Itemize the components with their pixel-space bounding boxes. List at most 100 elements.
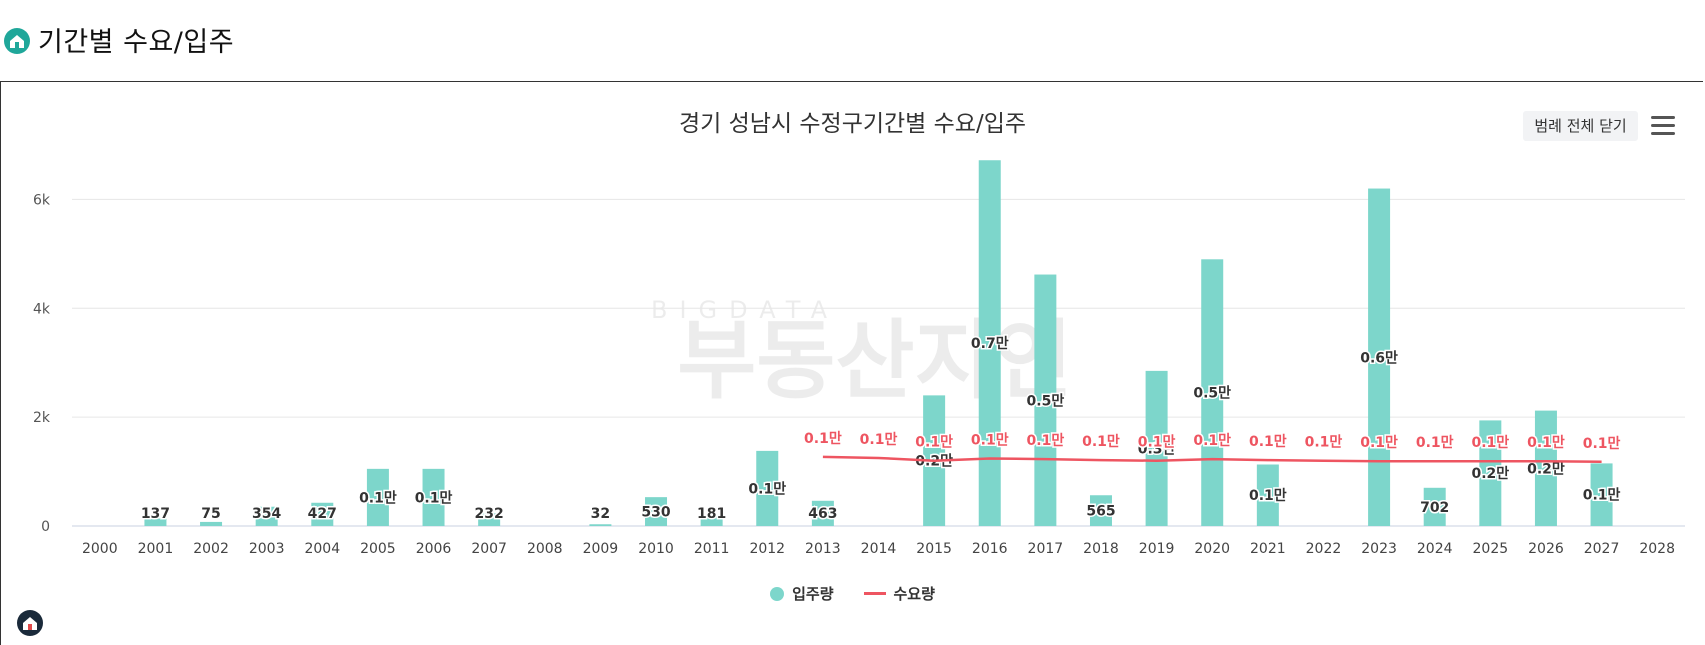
footer-home-logo-icon bbox=[17, 610, 43, 636]
bar[interactable] bbox=[1256, 464, 1279, 526]
line-data-label: 0.1만 bbox=[971, 433, 1009, 449]
line-data-label: 0.1만 bbox=[1305, 435, 1343, 451]
line-data-label: 0.1만 bbox=[1583, 436, 1621, 452]
bar-data-label: 0.1만 bbox=[415, 490, 453, 506]
y-tick-label: 4k bbox=[33, 301, 51, 317]
line-labels: 0.1만 0.1만 0.1만 0.1만 0.1만 0.1만 0.1만 0.1만 0.1만 0.1만… bbox=[803, 429, 1622, 453]
watermark: BIGDATA 부동산지인 bbox=[651, 296, 1073, 411]
legend-item-bar[interactable]: 입주량 bbox=[770, 583, 834, 604]
page-title: 기간별 수요/입주 bbox=[38, 27, 235, 58]
bar[interactable] bbox=[756, 450, 779, 526]
x-tick-label: 2028 bbox=[1639, 541, 1675, 557]
bar[interactable] bbox=[366, 468, 389, 526]
bar[interactable] bbox=[200, 521, 223, 526]
bar-data-label: 0.2만 bbox=[1527, 461, 1565, 477]
bar-data-label: 0.1만 bbox=[1583, 488, 1621, 504]
line-data-label: 0.1만 bbox=[1249, 434, 1287, 450]
line-series bbox=[822, 455, 1602, 464]
bar[interactable] bbox=[1423, 487, 1446, 526]
bar-data-label: 565 bbox=[1086, 504, 1115, 520]
bar-data-label: 0.5만 bbox=[1027, 393, 1065, 409]
x-tick-label: 2021 bbox=[1250, 541, 1286, 557]
bar-data-label: 530 bbox=[641, 505, 670, 521]
page-header: 기간별 수요/입주 bbox=[0, 0, 1705, 80]
x-tick-label: 2012 bbox=[749, 541, 785, 557]
bar[interactable] bbox=[1089, 495, 1112, 526]
bar-data-label: 0.2만 bbox=[1471, 466, 1509, 482]
x-tick-label: 2025 bbox=[1473, 541, 1509, 557]
x-tick-label: 2006 bbox=[416, 541, 452, 557]
x-axis: 2000 2001 2002 2003 2004 2005 2006 2007 2008 2009… bbox=[82, 541, 1675, 557]
bar-data-label: 0.1만 bbox=[748, 481, 786, 497]
x-tick-label: 2000 bbox=[82, 541, 118, 557]
line-data-label: 0.1만 bbox=[1027, 433, 1065, 449]
hamburger-menu-icon[interactable] bbox=[1651, 116, 1675, 136]
bar[interactable] bbox=[255, 506, 278, 526]
bar[interactable] bbox=[589, 524, 612, 526]
y-tick-label: 2k bbox=[33, 410, 51, 426]
bar[interactable] bbox=[1368, 188, 1391, 527]
chart-panel bbox=[0, 81, 1703, 645]
bar[interactable] bbox=[478, 513, 501, 526]
bar-data-label: 463 bbox=[808, 506, 837, 522]
bar-data-label: 0.1만 bbox=[1249, 488, 1287, 504]
line-data-label: 0.1만 bbox=[1527, 435, 1565, 451]
line-data-label: 0.1만 bbox=[1471, 435, 1509, 451]
line-data-label: 0.1만 bbox=[1138, 435, 1176, 451]
bar-data-label: 232 bbox=[475, 506, 504, 522]
x-tick-label: 2008 bbox=[527, 541, 563, 557]
line-data-label: 0.1만 bbox=[1416, 435, 1454, 451]
x-tick-label: 2027 bbox=[1584, 541, 1620, 557]
legend-line-icon bbox=[863, 592, 886, 595]
line-data-label: 0.1만 bbox=[804, 431, 842, 447]
legend-toggle-button[interactable]: 범례 전체 닫기 bbox=[1523, 111, 1638, 141]
bar[interactable] bbox=[1590, 463, 1613, 526]
bar[interactable] bbox=[700, 516, 723, 526]
legend-dot-icon bbox=[770, 586, 785, 601]
series-line[interactable] bbox=[822, 455, 1602, 464]
bar[interactable] bbox=[1145, 370, 1168, 526]
bar-data-label: 354 bbox=[252, 506, 281, 522]
chart-legend: 입주량 수요량 bbox=[0, 583, 1705, 604]
bar[interactable] bbox=[1479, 420, 1502, 526]
x-tick-label: 2019 bbox=[1139, 541, 1175, 557]
x-tick-label: 2026 bbox=[1528, 541, 1564, 557]
bar[interactable] bbox=[645, 497, 668, 526]
bar-data-label: 137 bbox=[141, 506, 170, 522]
watermark-big-text: 부동산지인 bbox=[677, 311, 1073, 411]
x-tick-label: 2002 bbox=[193, 541, 229, 557]
chart-title: 경기 성남시 수정구기간별 수요/입주 bbox=[678, 111, 1027, 137]
line-data-label: 0.1만 bbox=[1193, 433, 1231, 449]
legend-label: 입주량 bbox=[792, 585, 834, 603]
x-tick-label: 2024 bbox=[1417, 541, 1453, 557]
legend-label: 수요량 bbox=[893, 585, 935, 603]
line-data-label: 0.1만 bbox=[860, 432, 898, 448]
bar-data-label: 181 bbox=[697, 506, 726, 522]
legend-item-line[interactable]: 수요량 bbox=[863, 583, 935, 604]
bar-data-label: 702 bbox=[1420, 500, 1449, 516]
bar-data-label: 0.7만 bbox=[971, 336, 1009, 352]
x-tick-label: 2011 bbox=[694, 541, 730, 557]
x-tick-label: 2023 bbox=[1361, 541, 1397, 557]
bar[interactable] bbox=[422, 468, 445, 526]
y-tick-label: 6k bbox=[33, 192, 51, 208]
bar[interactable] bbox=[1534, 410, 1557, 526]
bar-data-label: 75 bbox=[201, 506, 220, 522]
bar[interactable] bbox=[144, 518, 167, 526]
x-tick-label: 2014 bbox=[861, 541, 897, 557]
bar-data-label: 32 bbox=[591, 506, 610, 522]
x-tick-label: 2007 bbox=[471, 541, 507, 557]
x-tick-label: 2009 bbox=[583, 541, 619, 557]
line-data-label: 0.1만 bbox=[1360, 435, 1398, 451]
x-tick-label: 2004 bbox=[304, 541, 340, 557]
x-tick-label: 2020 bbox=[1194, 541, 1230, 557]
bar[interactable] bbox=[1034, 274, 1057, 526]
x-tick-label: 2017 bbox=[1028, 541, 1064, 557]
x-tick-label: 2013 bbox=[805, 541, 841, 557]
bar[interactable] bbox=[978, 160, 1001, 527]
bar[interactable] bbox=[811, 500, 834, 526]
bar-data-label: 0.1만 bbox=[359, 490, 397, 506]
x-tick-label: 2001 bbox=[138, 541, 174, 557]
bar[interactable] bbox=[311, 502, 334, 526]
